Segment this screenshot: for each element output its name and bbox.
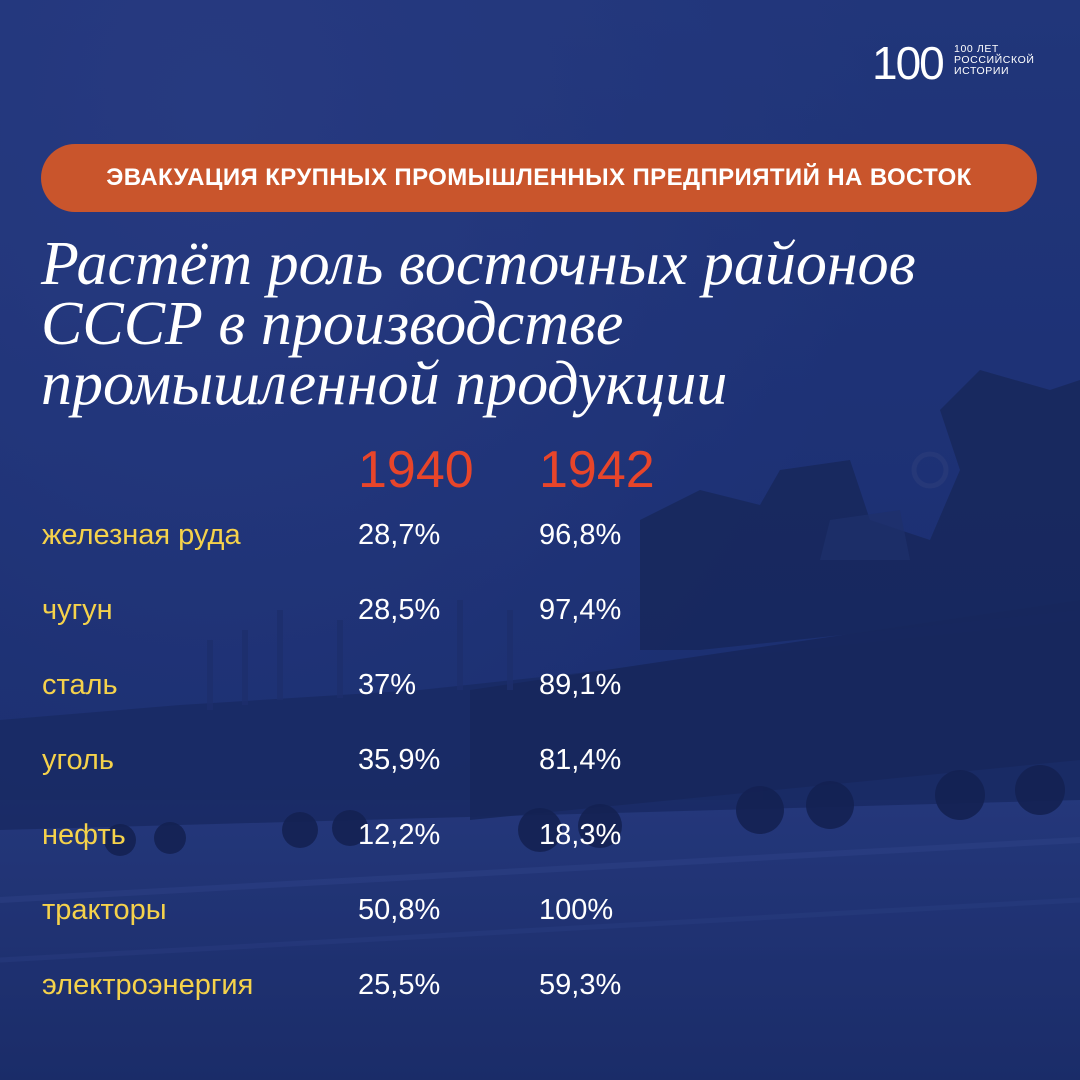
- value-1940: 28,5%: [358, 594, 441, 626]
- headline-line: СССР в производстве: [41, 290, 624, 358]
- value-1942: 18,3%: [539, 819, 622, 851]
- value-1942: 100%: [539, 894, 614, 926]
- value-1940: 12,2%: [358, 819, 441, 851]
- column-header-1940: 1940: [358, 441, 474, 499]
- row-label: электроэнергия: [42, 969, 254, 1001]
- table-row: сталь 37% 89,1%: [42, 660, 742, 735]
- banner-text: ЭВАКУАЦИЯ КРУПНЫХ ПРОМЫШЛЕННЫХ ПРЕДПРИЯТ…: [106, 164, 972, 191]
- table-row: тракторы 50,8% 100%: [42, 885, 742, 960]
- headline: Растёт роль восточных районов СССР в про…: [41, 230, 1041, 418]
- logo-text-line: истории: [954, 65, 1010, 77]
- logo-text-line: 100 лет: [954, 43, 999, 55]
- value-1940: 35,9%: [358, 744, 441, 776]
- row-label: уголь: [42, 744, 114, 776]
- logo-text: 100 лет российской истории: [954, 44, 1054, 77]
- value-1942: 97,4%: [539, 594, 622, 626]
- brand-logo: 100 100 лет российской истории: [872, 40, 1052, 90]
- value-1940: 50,8%: [358, 894, 441, 926]
- logo-number: 100: [872, 37, 945, 89]
- headline-line: Растёт роль восточных районов: [41, 230, 916, 298]
- table-row: железная руда 28,7% 96,8%: [42, 510, 742, 585]
- table-row: нефть 12,2% 18,3%: [42, 810, 742, 885]
- value-1942: 81,4%: [539, 744, 622, 776]
- row-label: чугун: [42, 594, 113, 626]
- row-label: тракторы: [42, 894, 167, 926]
- value-1942: 59,3%: [539, 969, 622, 1001]
- value-1940: 25,5%: [358, 969, 441, 1001]
- topic-banner: ЭВАКУАЦИЯ КРУПНЫХ ПРОМЫШЛЕННЫХ ПРЕДПРИЯТ…: [41, 144, 1037, 212]
- row-label: сталь: [42, 669, 118, 701]
- table-row: чугун 28,5% 97,4%: [42, 585, 742, 660]
- value-1942: 89,1%: [539, 669, 622, 701]
- column-header-1942: 1942: [539, 441, 655, 499]
- table-row: электроэнергия 25,5% 59,3%: [42, 960, 742, 1035]
- logo-text-line: российской: [954, 54, 1035, 66]
- value-1940: 37%: [358, 669, 417, 701]
- row-label: железная руда: [42, 519, 241, 551]
- production-table: железная руда 28,7% 96,8% чугун 28,5% 97…: [42, 510, 742, 1035]
- headline-line: промышленной продукции: [41, 350, 728, 418]
- value-1940: 28,7%: [358, 519, 441, 551]
- row-label: нефть: [42, 819, 126, 851]
- table-row: уголь 35,9% 81,4%: [42, 735, 742, 810]
- value-1942: 96,8%: [539, 519, 622, 551]
